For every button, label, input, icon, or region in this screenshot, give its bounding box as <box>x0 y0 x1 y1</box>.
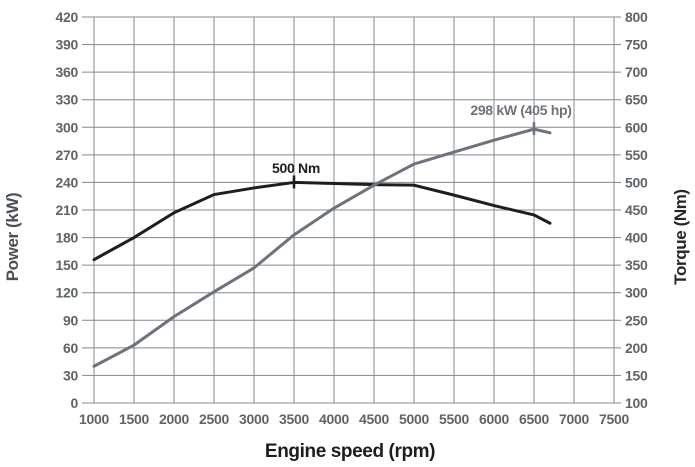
y-right-tick-label: 100 <box>625 395 648 411</box>
y-right-tick-label: 300 <box>625 285 648 301</box>
x-tick-label: 3500 <box>279 411 309 427</box>
y-right-tick-label: 800 <box>625 9 648 25</box>
y-left-tick-label: 0 <box>71 395 79 411</box>
x-tick-label: 1000 <box>79 411 109 427</box>
y-right-tick-label: 650 <box>625 92 648 108</box>
y-left-tick-label: 180 <box>56 230 79 246</box>
y-left-tick-label: 210 <box>56 202 79 218</box>
y-left-tick-label: 330 <box>56 92 79 108</box>
y-right-tick-label: 350 <box>625 257 648 273</box>
y-right-tick-label: 700 <box>625 64 648 80</box>
y-left-tick-label: 390 <box>56 37 79 53</box>
x-tick-label: 4500 <box>359 411 389 427</box>
y-left-tick-label: 120 <box>56 285 79 301</box>
x-tick-label: 4000 <box>319 411 349 427</box>
y-right-tick-label: 750 <box>625 37 648 53</box>
power-curve <box>92 127 552 368</box>
x-tick-label: 7500 <box>599 411 629 427</box>
y-right-tick-label: 550 <box>625 147 648 163</box>
y-axis-right-title: Torque (Nm) <box>671 189 690 285</box>
y-axis-left-title: Power (kW) <box>3 192 22 282</box>
x-tick-label: 2500 <box>199 411 229 427</box>
y-right-tick-label: 500 <box>625 174 648 190</box>
y-right-tick-label: 150 <box>625 367 648 383</box>
x-tick-label: 6500 <box>519 411 549 427</box>
y-left-tick-label: 270 <box>56 147 79 163</box>
y-left-tick-label: 300 <box>56 119 79 135</box>
x-tick-label: 5000 <box>399 411 429 427</box>
y-left-tick-label: 60 <box>63 340 78 356</box>
y-left-tick-label: 420 <box>56 9 79 25</box>
y-left-tick-label: 90 <box>63 312 78 328</box>
y-left-tick-label: 360 <box>56 64 79 80</box>
y-left-tick-label: 150 <box>56 257 79 273</box>
y-right-tick-label: 600 <box>625 119 648 135</box>
x-tick-label: 6000 <box>479 411 509 427</box>
x-tick-label: 2000 <box>159 411 189 427</box>
x-axis-title: Engine speed (rpm) <box>264 441 436 462</box>
torque-peak-annotation: 500 Nm <box>271 160 321 176</box>
y-right-tick-label: 200 <box>625 340 648 356</box>
x-tick-label: 7000 <box>559 411 589 427</box>
y-left-tick-label: 240 <box>56 174 79 190</box>
power-peak-annotation: 298 kW (405 hp) <box>470 102 572 118</box>
y-right-tick-label: 400 <box>625 230 648 246</box>
y-right-tick-label: 250 <box>625 312 648 328</box>
y-left-tick-label: 30 <box>63 367 78 383</box>
y-right-tick-label: 450 <box>625 202 648 218</box>
x-tick-label: 1500 <box>119 411 149 427</box>
x-tick-label: 3000 <box>239 411 269 427</box>
torque-curve <box>92 180 552 262</box>
x-tick-label: 5500 <box>439 411 469 427</box>
